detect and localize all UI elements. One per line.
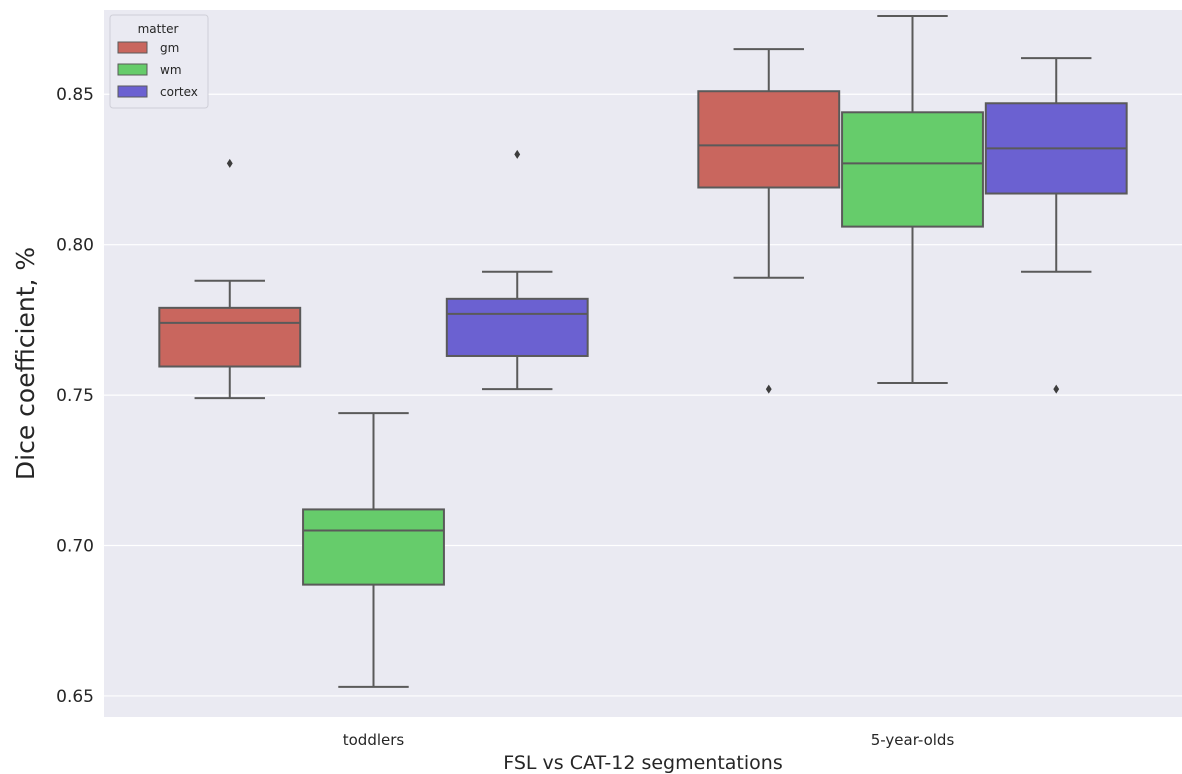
legend-label-gm: gm: [160, 41, 179, 55]
box-iqr: [841, 111, 984, 228]
y-axis-title: Dice coefficient, %: [11, 247, 40, 480]
x-tick-label: toddlers: [343, 731, 405, 749]
box-cortex-5-year-olds: [984, 57, 1128, 394]
box-iqr: [302, 508, 445, 586]
legend-swatch-wm: [117, 63, 148, 76]
legend-swatch-cortex: [117, 85, 148, 98]
y-tick-label: 0.65: [56, 687, 94, 707]
legend-frame: [109, 14, 209, 109]
x-tick-label: 5-year-olds: [871, 731, 955, 749]
y-tick-label: 0.75: [56, 386, 94, 406]
outlier-point: [1053, 384, 1060, 394]
box-iqr: [697, 90, 841, 189]
legend-label-wm: wm: [160, 63, 182, 77]
box-cortex-toddlers: [445, 149, 589, 391]
box-iqr: [445, 297, 589, 357]
legend-swatch-gm: [117, 41, 148, 54]
y-tick-label: 0.85: [56, 85, 94, 105]
y-tick-label: 0.70: [56, 537, 94, 557]
box-gm-toddlers: [158, 158, 302, 400]
legend-label-cortex: cortex: [160, 85, 198, 99]
box-wm-5-year-olds: [841, 15, 984, 385]
box-wm-toddlers: [302, 412, 445, 688]
gridlines: [104, 93, 1182, 697]
legend: matter gm wm cortex: [109, 14, 209, 109]
x-axis-ticks: toddlers 5-year-olds: [343, 731, 955, 749]
outlier-point: [514, 149, 521, 159]
outlier-point: [226, 158, 233, 168]
y-axis-ticks: 0.65 0.70 0.75 0.80 0.85: [56, 85, 94, 707]
boxes: [158, 15, 1128, 688]
legend-title: matter: [138, 22, 179, 36]
box-iqr: [158, 306, 302, 368]
y-tick-label: 0.80: [56, 236, 94, 256]
x-axis-title: FSL vs CAT-12 segmentations: [503, 752, 782, 774]
outlier-point: [765, 384, 772, 394]
box-gm-5-year-olds: [697, 48, 841, 394]
